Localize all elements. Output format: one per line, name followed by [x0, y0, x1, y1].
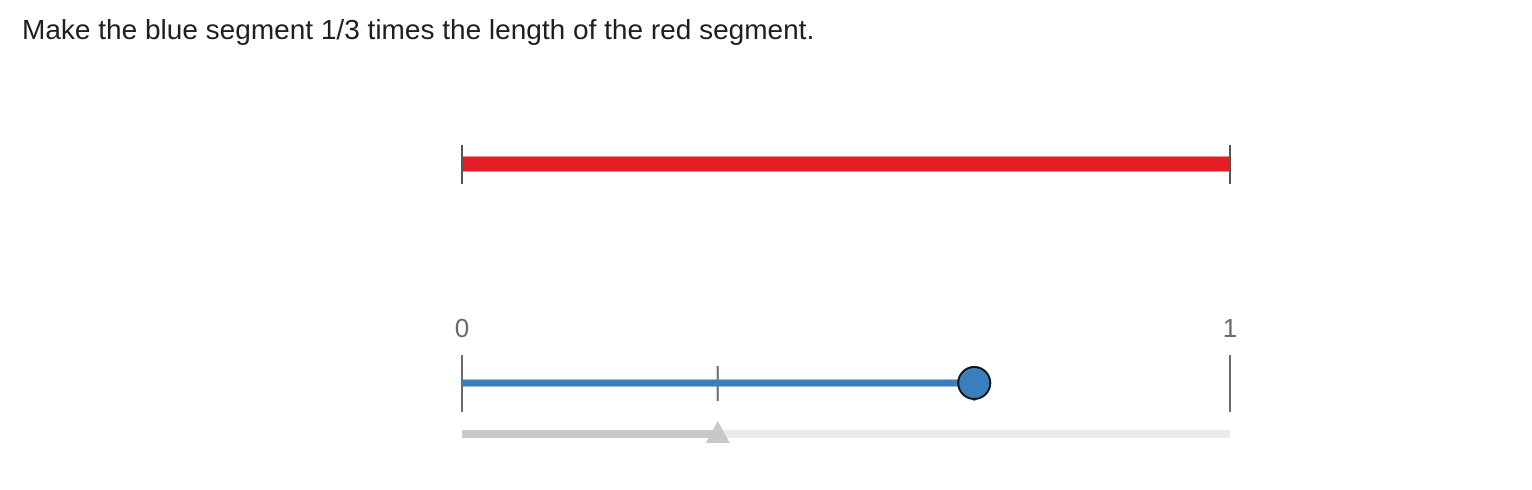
reference-segment — [461, 145, 1231, 184]
blue-segment-drag-handle[interactable] — [957, 366, 992, 400]
axis-label-max: 1 — [1223, 313, 1237, 343]
axis-label-min: 0 — [455, 313, 469, 343]
progress-slider[interactable] — [462, 421, 1230, 443]
instruction-text: Make the blue segment 1/3 times the leng… — [22, 14, 815, 45]
slider-thumb-triangle[interactable] — [705, 421, 730, 443]
